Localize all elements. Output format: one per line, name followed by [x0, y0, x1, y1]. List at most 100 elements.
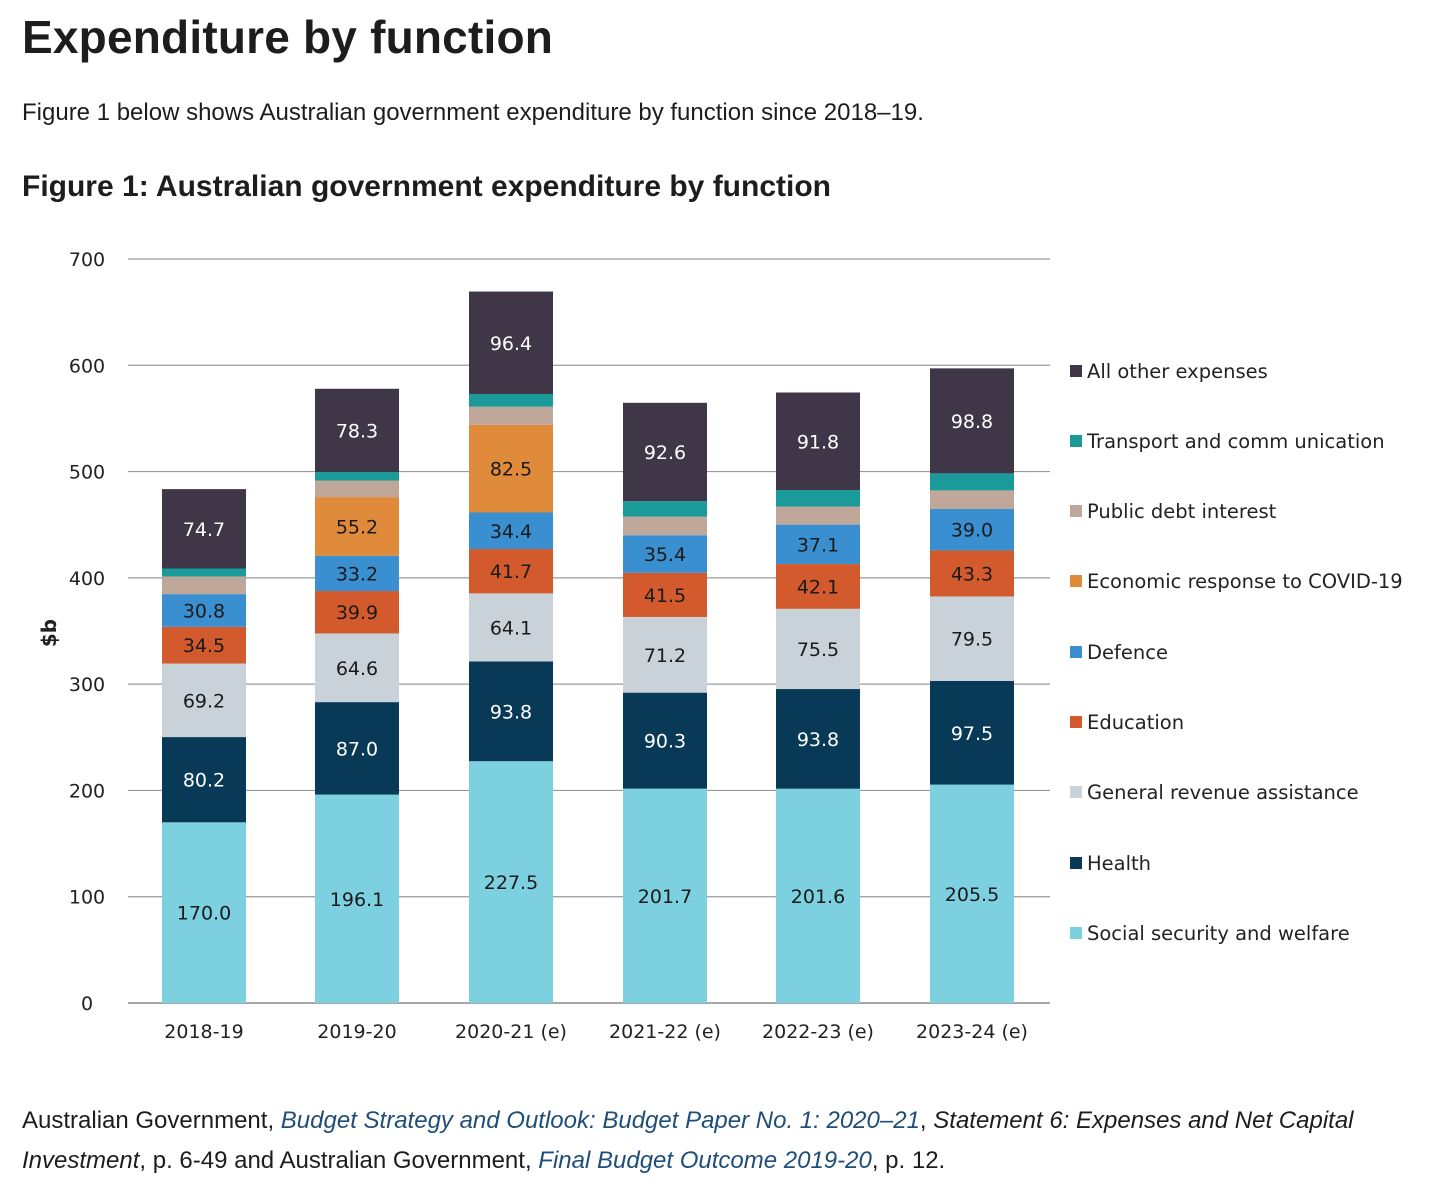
- bar-segment: [162, 489, 246, 569]
- bar-segment: [930, 596, 1014, 681]
- bar-segment: [315, 633, 399, 703]
- bar-segment: [162, 822, 246, 1003]
- bar-segment: [776, 788, 860, 1003]
- bar-segment: [623, 692, 707, 789]
- bar-segment: [162, 626, 246, 664]
- bar-segment: [930, 784, 1014, 1003]
- intro-text: Figure 1 below shows Australian governme…: [22, 99, 924, 126]
- bar-segment: [623, 788, 707, 1003]
- data-label: 97.5: [951, 723, 993, 745]
- data-label: 205.5: [945, 884, 999, 906]
- source-text-4: , p. 12.: [871, 1147, 946, 1174]
- data-label: 201.7: [638, 886, 692, 908]
- data-label: 87.0: [336, 738, 378, 760]
- legend-swatch: [1070, 435, 1082, 447]
- legend-label: Social security and welfare: [1087, 922, 1350, 945]
- stacked-bar-chart: 0 100 200 300 400 500 600 700 $b 170.0 80.2 69.2 34.…: [37, 249, 1403, 1043]
- bar-segment: [162, 576, 246, 595]
- y-axis-label: $b: [37, 619, 61, 647]
- x-tick-label: 2021-22 (e): [609, 1021, 721, 1043]
- legend-label: Health: [1087, 852, 1151, 875]
- bar-segment: [930, 680, 1014, 785]
- bar-segment: [315, 794, 399, 1003]
- bar-segment: [776, 564, 860, 609]
- legend-swatch: [1070, 575, 1082, 587]
- data-label: 41.7: [490, 561, 532, 583]
- bar-segment: [469, 549, 553, 594]
- legend-label: Education: [1087, 711, 1184, 734]
- data-label: 93.8: [797, 729, 839, 751]
- bar-segment: [776, 490, 860, 507]
- source-text-2: ,: [919, 1107, 934, 1134]
- bar-segment: [930, 473, 1014, 491]
- y-tick-label: 0: [81, 993, 93, 1015]
- legend-label: Economic response to COVID-19: [1087, 570, 1403, 593]
- legend-swatch: [1070, 786, 1082, 798]
- bar-segment: [162, 594, 246, 627]
- bar-segment: [930, 368, 1014, 474]
- y-tick-label: 300: [69, 674, 105, 696]
- legend-swatch: [1070, 646, 1082, 658]
- legend-swatch: [1070, 505, 1082, 517]
- data-label: 33.2: [336, 563, 378, 585]
- bar-segment: [315, 555, 399, 592]
- data-label: 37.1: [797, 534, 839, 556]
- bar-segment: [469, 661, 553, 762]
- data-label: 34.5: [183, 635, 225, 657]
- data-label: 55.2: [336, 516, 378, 538]
- source-link-final-outcome[interactable]: Final Budget Outcome 2019-20: [538, 1147, 872, 1174]
- data-label: 71.2: [644, 645, 686, 667]
- y-tick-label: 200: [69, 780, 105, 802]
- data-label: 39.9: [336, 602, 378, 624]
- data-label: 79.5: [951, 629, 993, 651]
- bar-segment: [776, 392, 860, 491]
- data-label: 75.5: [797, 639, 839, 661]
- bar-segment: [315, 497, 399, 556]
- y-tick-label: 600: [69, 355, 105, 377]
- legend-label: Defence: [1087, 641, 1168, 664]
- data-label: 41.5: [644, 585, 686, 607]
- x-tick-label: 2020-21 (e): [455, 1021, 567, 1043]
- legend-swatch: [1070, 716, 1082, 728]
- page-title: Expenditure by function: [22, 11, 554, 63]
- bar-segment: [930, 508, 1014, 551]
- legend-label: All other expenses: [1087, 360, 1268, 383]
- x-tick-label: 2018-19: [164, 1021, 243, 1043]
- data-label: 82.5: [490, 459, 532, 481]
- bar-segment: [930, 490, 1014, 509]
- data-label: 35.4: [644, 544, 686, 566]
- bar-segment: [162, 737, 246, 823]
- y-tick-label: 700: [69, 249, 105, 271]
- y-tick-label: 400: [69, 568, 105, 590]
- data-label: 201.6: [791, 886, 845, 908]
- source-citation: Australian Government, Budget Strategy a…: [22, 1101, 1442, 1181]
- bar-segment: [776, 506, 860, 525]
- data-label: 64.1: [490, 617, 532, 639]
- bar-segment: [623, 402, 707, 502]
- source-text-1: Australian Government,: [22, 1107, 281, 1134]
- data-label: 78.3: [336, 420, 378, 442]
- data-label: 74.7: [183, 519, 225, 541]
- source-text-3: , p. 6-49 and Australian Government,: [139, 1147, 539, 1174]
- data-label: 96.4: [490, 333, 532, 355]
- x-tick-label: 2022-23 (e): [762, 1021, 874, 1043]
- bar-segment: [776, 524, 860, 565]
- data-label: 39.0: [951, 520, 993, 542]
- source-link-budget-paper[interactable]: Budget Strategy and Outlook: Budget Pape…: [280, 1107, 920, 1134]
- bar-segment: [469, 593, 553, 662]
- bar-segment: [469, 512, 553, 550]
- bar-segment: [776, 689, 860, 789]
- data-label: 227.5: [484, 872, 538, 894]
- data-label: 91.8: [797, 431, 839, 453]
- bar-segment: [930, 550, 1014, 597]
- y-tick-label: 500: [69, 462, 105, 484]
- bar-segment: [623, 616, 707, 693]
- bar-segment: [623, 535, 707, 573]
- data-label: 30.8: [183, 600, 225, 622]
- bar-segment: [623, 501, 707, 517]
- legend-swatch: [1070, 927, 1082, 939]
- bar-segment: [623, 516, 707, 536]
- bar-segment: [315, 591, 399, 634]
- bar-segment: [315, 388, 399, 472]
- legend-label: Public debt interest: [1087, 500, 1277, 523]
